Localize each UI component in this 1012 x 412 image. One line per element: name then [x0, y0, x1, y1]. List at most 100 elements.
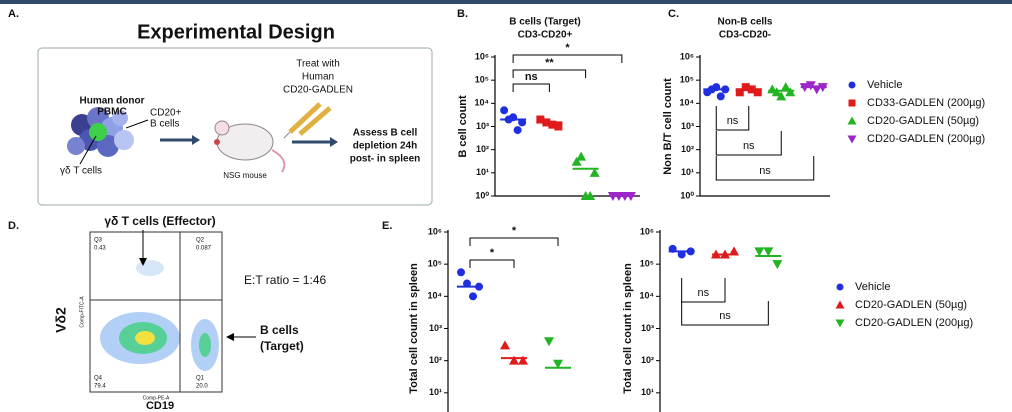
design-title: Experimental Design — [137, 21, 335, 43]
point — [544, 337, 554, 347]
y-tick-label: 10² — [429, 355, 442, 365]
y-axis-label: Non B/T cell count — [662, 78, 674, 175]
point — [716, 92, 725, 101]
legend-label: CD20-GADLEN (200µg) — [855, 317, 973, 329]
treat-text: Treat with — [296, 59, 340, 70]
y-tick-label: 10⁴ — [475, 98, 489, 108]
y-tick-label: 10⁴ — [680, 98, 694, 108]
y-tick-label: 10⁵ — [475, 75, 489, 85]
y-tick-label: 10¹ — [681, 167, 694, 177]
bracket — [681, 301, 769, 326]
point — [513, 126, 522, 135]
point — [509, 355, 519, 365]
legend-marker — [848, 81, 856, 89]
pointer — [79, 135, 97, 165]
cd20-text: B cells — [150, 119, 179, 130]
point — [536, 115, 545, 124]
significance: ns — [759, 165, 771, 177]
gd-text: γδ T cells — [60, 166, 102, 177]
arrow-head — [192, 135, 200, 145]
y-axis-label: B cell count — [457, 95, 469, 158]
legend-label: Vehicle — [867, 79, 902, 91]
panel-label: D. — [8, 220, 19, 232]
treat-text: Human — [302, 72, 334, 83]
point — [548, 120, 557, 129]
y-tick-label: 10³ — [641, 323, 654, 333]
panel-label: A. — [8, 8, 19, 20]
quadrant-name: Q4 — [94, 376, 103, 382]
panel-label: B. — [457, 8, 468, 20]
y-tick-label: 10⁶ — [428, 226, 442, 236]
point — [753, 88, 762, 97]
point — [469, 292, 477, 301]
mouse-text: NSG mouse — [223, 171, 267, 180]
quadrant-value: 0.43 — [94, 246, 106, 252]
quadrant-value: 0.087 — [196, 246, 212, 252]
point — [554, 122, 563, 131]
y-tick-label: 10⁰ — [680, 190, 694, 200]
pointer — [125, 119, 149, 129]
assess-text: depletion 24h — [353, 141, 417, 152]
point — [741, 83, 750, 92]
significance: ns — [743, 140, 755, 152]
point — [576, 151, 587, 161]
assess-text: post- in spleen — [350, 154, 421, 165]
y-tick-label: 10⁶ — [680, 51, 694, 61]
point — [776, 91, 787, 101]
point — [772, 260, 783, 270]
legend-label: CD20-GADLEN (50µg) — [867, 115, 979, 127]
donor-text: PBMC — [97, 107, 126, 118]
bracket — [715, 131, 782, 156]
treat-text: CD20-GADLEN — [283, 85, 353, 96]
flow-density — [100, 260, 219, 371]
target-text: (Target) — [260, 339, 304, 353]
y-tick-label: 10² — [641, 355, 654, 365]
significance: ns — [727, 115, 739, 127]
flow-axis-label: Comp-FITC-A — [79, 296, 85, 328]
y-tick-label: 10¹ — [429, 387, 442, 397]
point — [805, 81, 816, 91]
arrow-head — [330, 137, 338, 147]
bracket — [512, 69, 587, 78]
y-tick-label: 10⁰ — [475, 190, 489, 200]
point — [780, 82, 791, 92]
flow-x-label: CD19 — [146, 400, 174, 412]
quadrant-value: 79.4 — [94, 384, 106, 390]
y-tick-label: 10⁵ — [640, 259, 654, 269]
panel-label: C. — [668, 8, 679, 20]
point — [754, 247, 765, 257]
point — [457, 268, 465, 277]
point — [500, 106, 509, 115]
y-tick-label: 10³ — [476, 121, 489, 131]
y-axis-label: Total cell count in spleen — [408, 263, 420, 394]
donor-text: Human donor — [80, 96, 145, 107]
point — [571, 156, 582, 166]
point — [785, 87, 796, 97]
point — [735, 88, 744, 97]
mouse — [214, 120, 286, 173]
y-tick-label: 10⁶ — [640, 226, 654, 236]
y-tick-label: 10⁴ — [640, 291, 654, 301]
point — [585, 191, 596, 200]
point — [500, 340, 510, 350]
significance: ns — [525, 71, 538, 83]
panel-label: E. — [382, 220, 392, 232]
significance: ns — [719, 310, 731, 322]
point — [589, 167, 600, 177]
bracket — [512, 83, 550, 92]
target-text: B cells — [260, 323, 299, 337]
y-tick-label: 10⁴ — [428, 291, 442, 301]
chart-title: B cells (Target) — [509, 17, 581, 28]
y-tick-label: 10² — [476, 144, 489, 154]
arrow-head — [139, 258, 147, 266]
ratio-text: E:T ratio = 1:46 — [244, 273, 326, 287]
point — [518, 355, 528, 365]
y-tick-label: 10² — [681, 144, 694, 154]
bracket — [512, 54, 623, 63]
cd20-text: CD20+ — [150, 108, 182, 119]
significance: ns — [698, 287, 710, 299]
point — [553, 359, 563, 369]
legend-marker — [847, 135, 857, 144]
syringes — [283, 102, 332, 139]
